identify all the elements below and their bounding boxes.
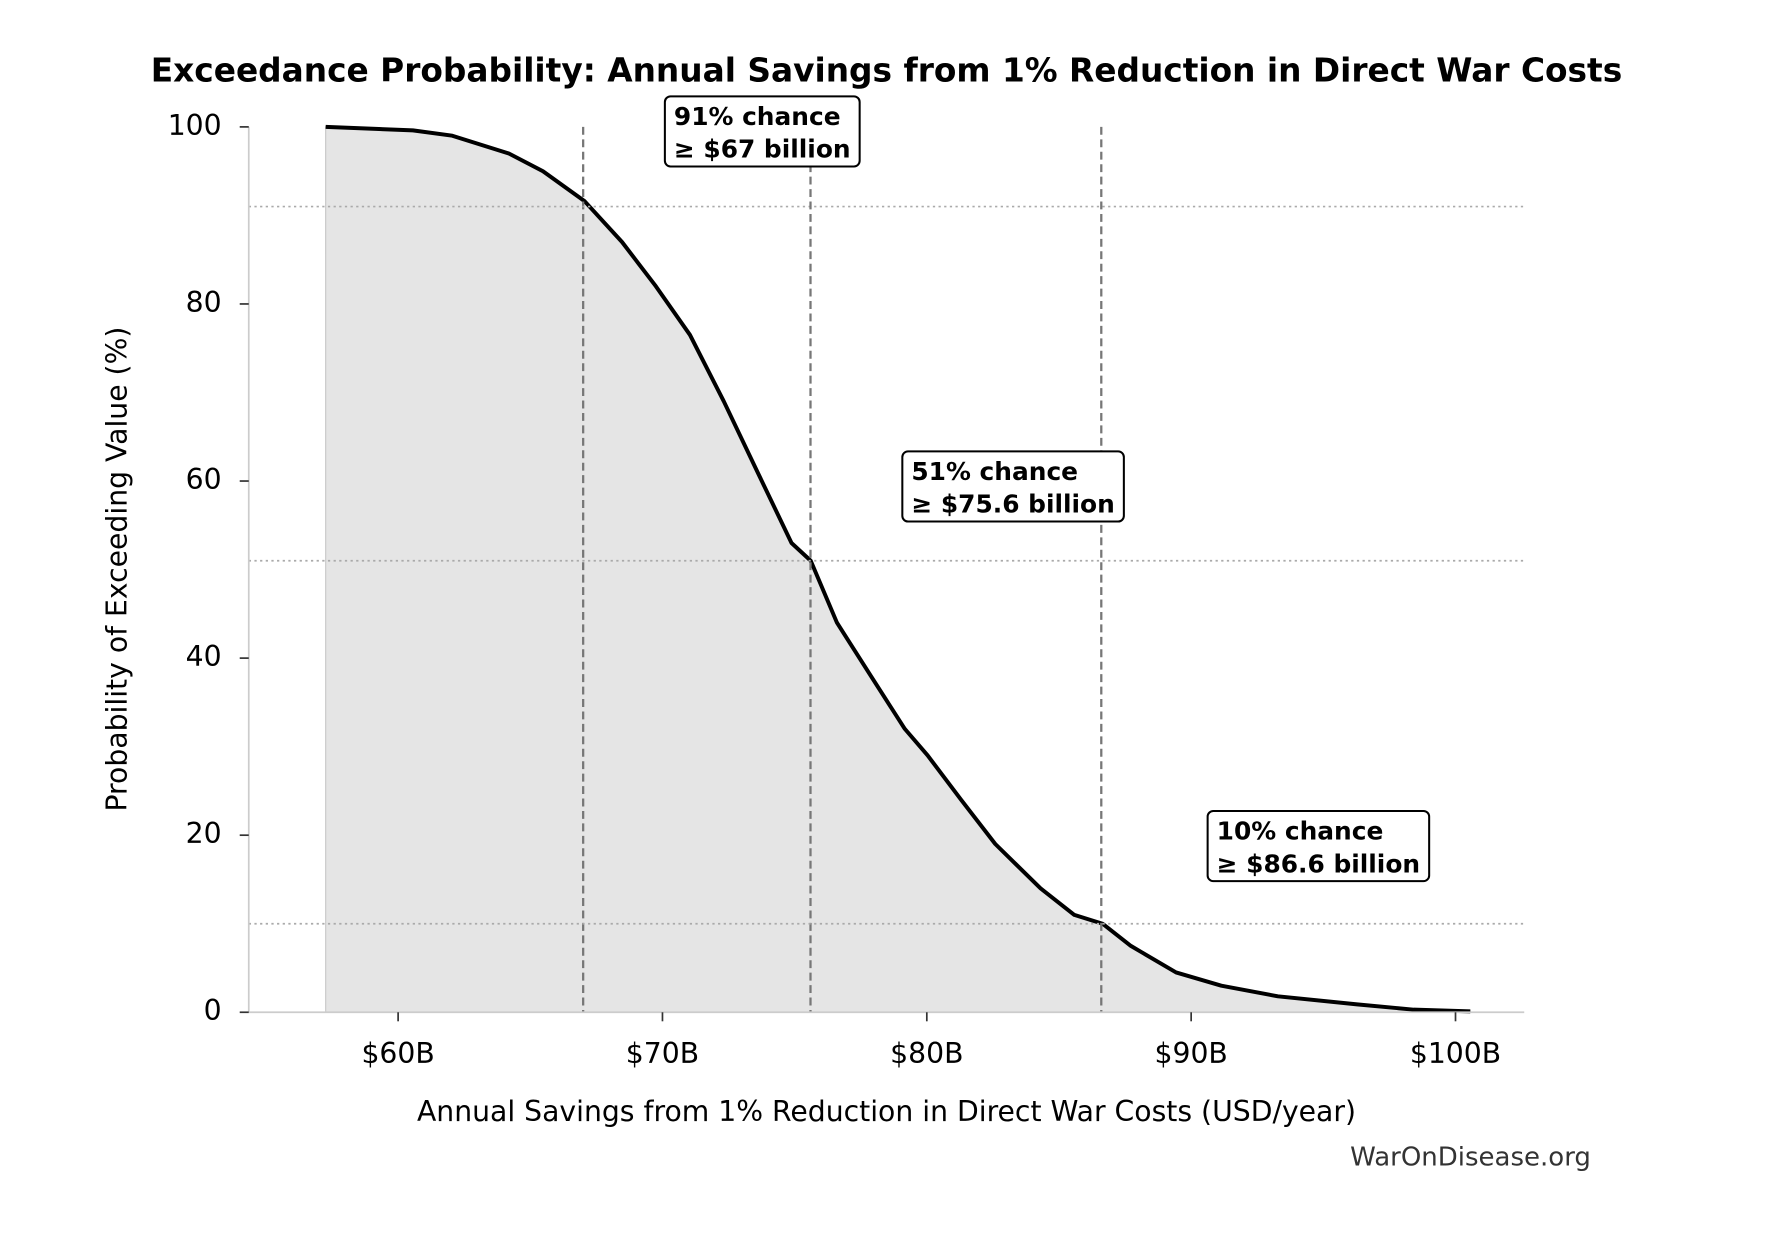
annotation-text: ≥ $75.6 billion — [911, 490, 1114, 519]
x-tick-label: $90B — [1155, 1037, 1228, 1070]
y-tick-label: 0 — [204, 994, 222, 1027]
annotation: 51% chance ≥ $75.6 billion — [901, 450, 1125, 523]
x-tick-label: $70B — [626, 1037, 699, 1070]
x-axis-label: Annual Savings from 1% Reduction in Dire… — [417, 1095, 1356, 1128]
x-tick-label: $100B — [1410, 1037, 1501, 1070]
reference-lines — [248, 126, 1525, 1013]
annotation-text: 10% chance — [1217, 816, 1384, 845]
annotation-box — [901, 450, 1125, 523]
y-tick-label: 100 — [168, 109, 222, 142]
x-tick-label: $80B — [890, 1037, 963, 1070]
line — [325, 124, 1471, 1014]
x-tick-label: $60B — [361, 1037, 434, 1070]
y-tick-label: 80 — [186, 286, 222, 319]
watermark: WarOnDisease.org — [1350, 1143, 1591, 1173]
y-tick-label: 60 — [186, 463, 222, 496]
annotation-box — [663, 95, 861, 168]
annotation-text: 51% chance — [911, 457, 1078, 486]
annotation: 10% chance ≥ $86.6 billion — [1206, 809, 1431, 883]
y-axis-label: Probability of Exceeding Value (%) — [101, 327, 134, 812]
annotation-text: ≥ $86.6 billion — [1217, 849, 1420, 878]
annotation-text: ≥ $67 billion — [674, 135, 851, 164]
y-tick-label: 40 — [186, 640, 222, 673]
annotation: 91% chance ≥ $67 billion — [663, 95, 861, 168]
annotation-text: 91% chance — [674, 102, 841, 131]
y-tick-label: 20 — [186, 817, 222, 850]
annotation-box — [1206, 809, 1431, 883]
chart-title: Exceedance Probability: Annual Savings f… — [151, 52, 1622, 90]
